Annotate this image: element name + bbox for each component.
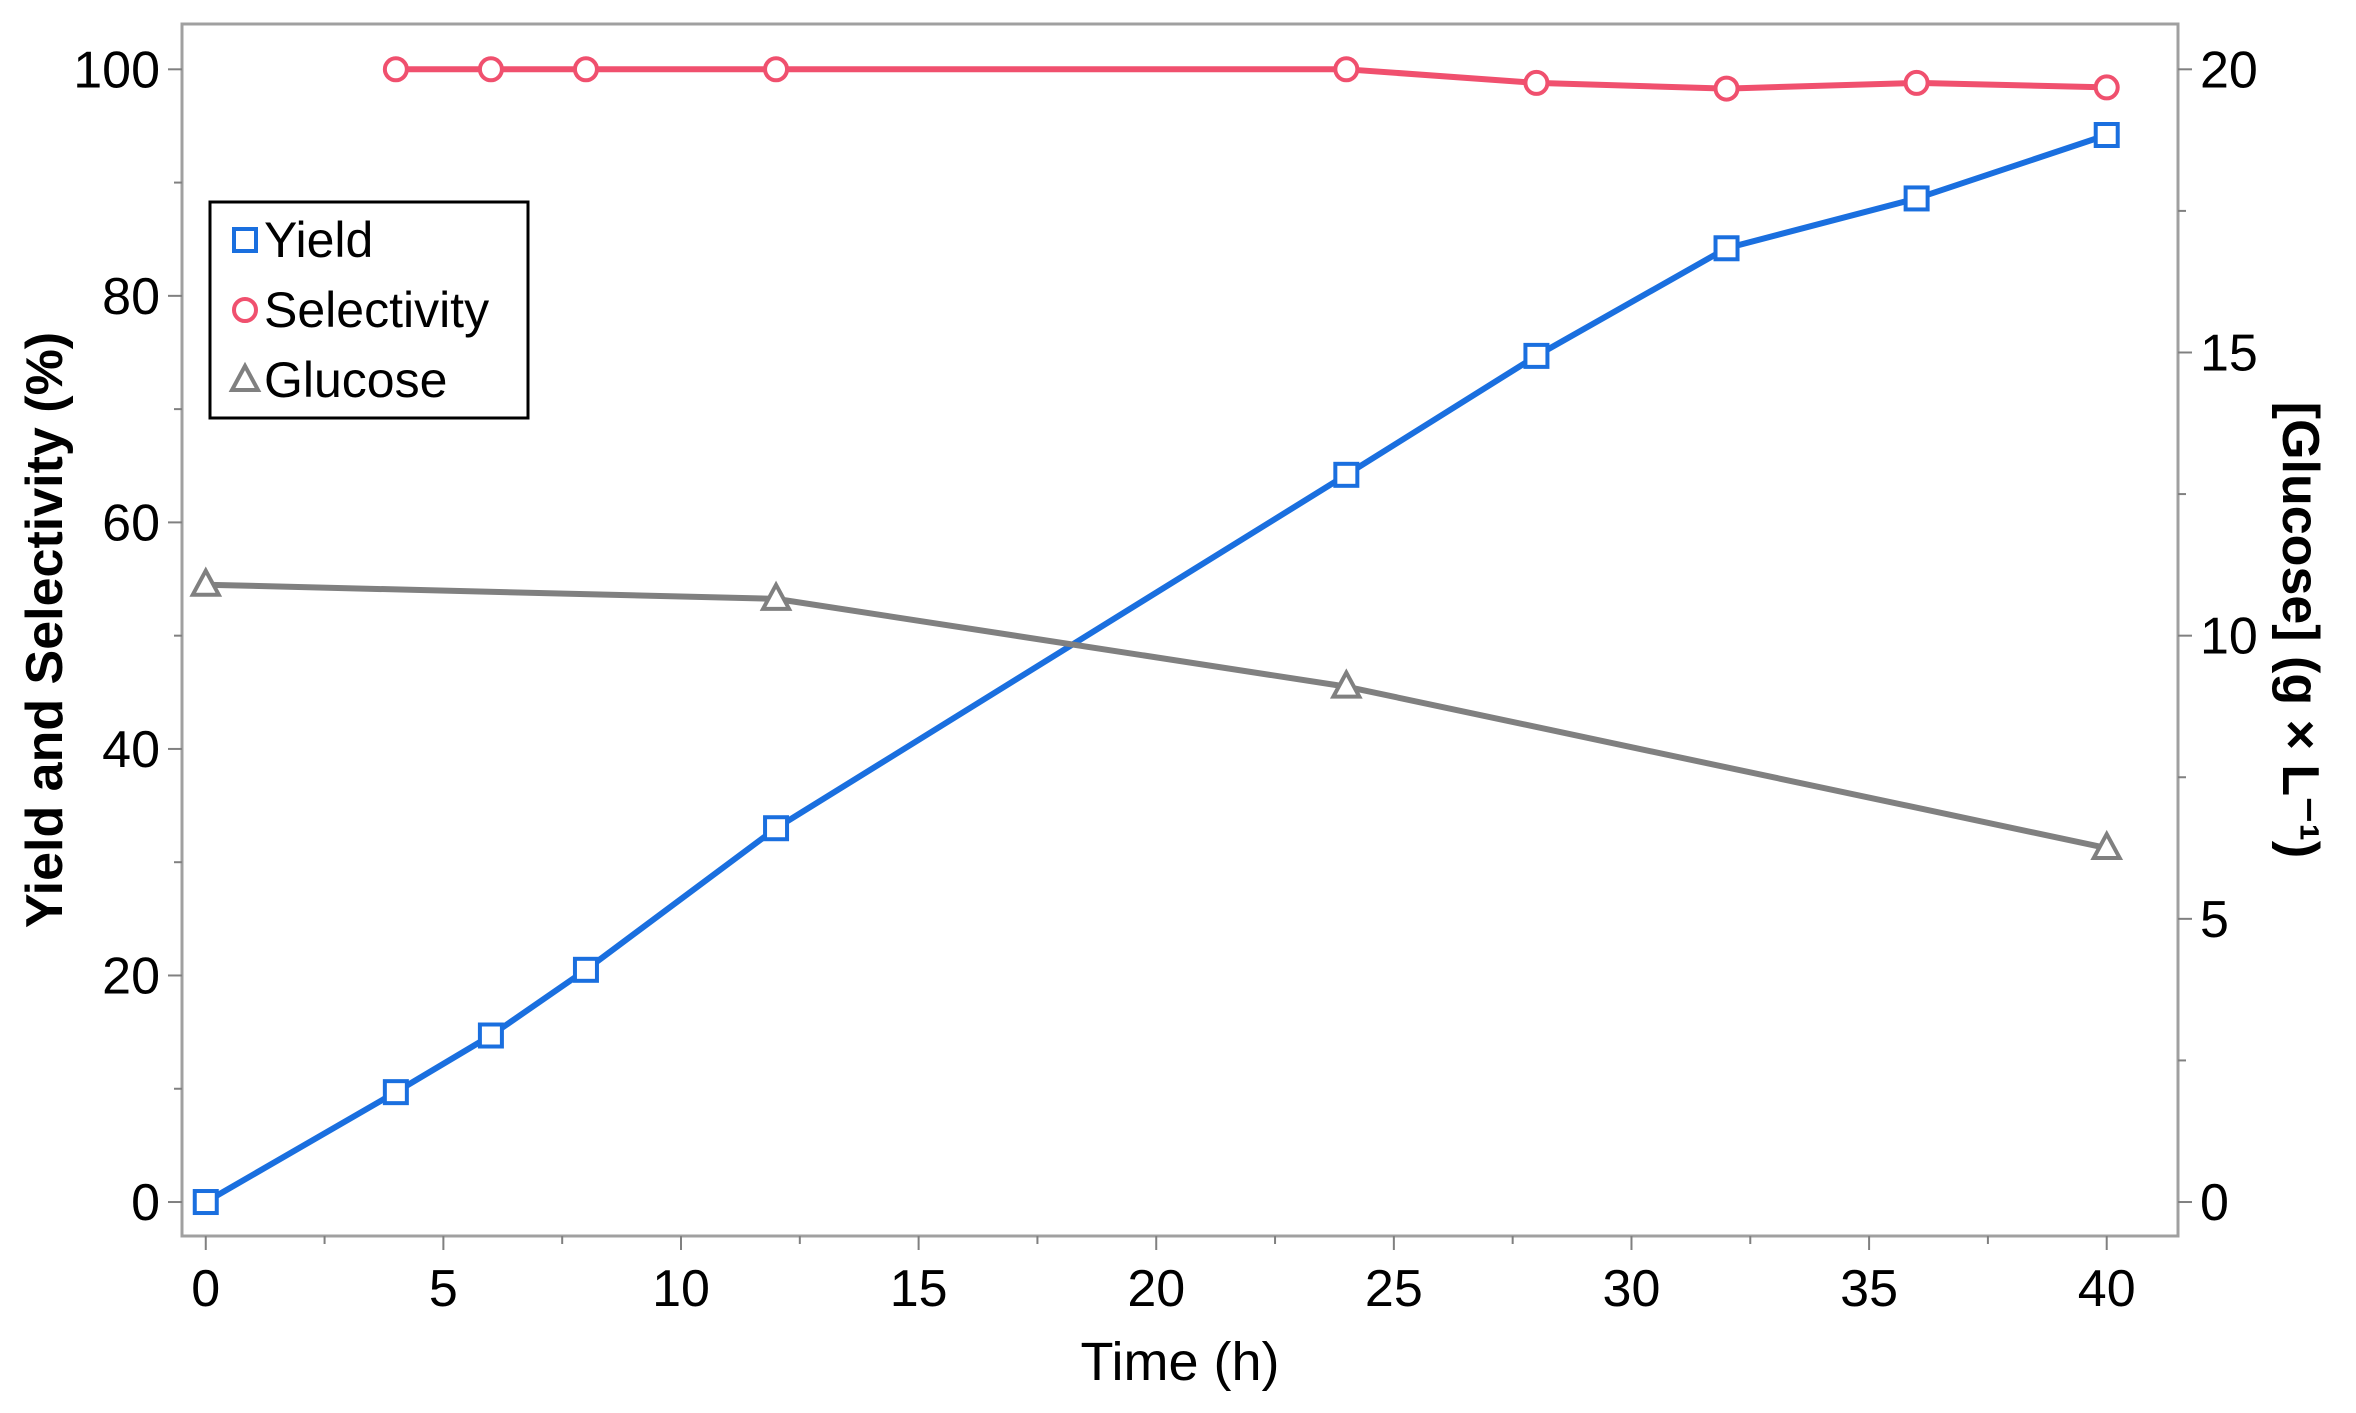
selectivity-point (1523, 69, 1550, 96)
selectivity-point (477, 56, 504, 83)
y-tick-label: 60 (102, 494, 160, 552)
yield-point (1523, 342, 1550, 369)
selectivity-point (763, 56, 790, 83)
y2-tick-label: 0 (2200, 1174, 2229, 1232)
glucose-line (205, 581, 2108, 851)
y2-axis-title: [Glucose] (g × L⁻¹) (2271, 402, 2329, 858)
y-axis-ticks: 0 20 40 60 80 100 (73, 41, 182, 1232)
series-layer (189, 56, 2124, 1216)
y-tick-label: 0 (131, 1174, 160, 1232)
yield-point (192, 1189, 219, 1216)
x-tick-label: 25 (1365, 1260, 1423, 1318)
legend-glucose-marker (228, 361, 262, 392)
selectivity-point (1333, 56, 1360, 83)
x-tick-label: 35 (1840, 1260, 1898, 1318)
x-axis-ticks: 0 5 10 15 20 25 30 35 40 (191, 1236, 2136, 1318)
yield-point (572, 956, 599, 983)
legend: Yield Selectivity Glucose (208, 200, 530, 420)
plot-frame (180, 22, 2180, 1238)
legend-items: Yield Selectivity Glucose (228, 212, 489, 408)
legend-selectivity-marker (232, 297, 258, 323)
selectivity-point (382, 56, 409, 83)
yield-point (382, 1079, 409, 1106)
x-tick-label: 5 (429, 1260, 458, 1318)
yield-point (2093, 122, 2120, 149)
glucose-point (2090, 829, 2124, 861)
legend-box (208, 200, 530, 420)
y-tick-label: 80 (102, 268, 160, 326)
legend-glucose-label: Glucose (264, 352, 447, 408)
yield-point (1333, 461, 1360, 488)
x-tick-label: 0 (191, 1260, 220, 1318)
x-tick-label: 10 (652, 1260, 710, 1318)
legend-selectivity-label: Selectivity (264, 282, 489, 338)
x-axis-title: Time (h) (1081, 1332, 1280, 1392)
yield-point (1713, 235, 1740, 262)
legend-yield-label: Yield (264, 212, 373, 268)
selectivity-point (1903, 69, 1930, 96)
y-tick-label: 20 (102, 947, 160, 1005)
glucose-point (189, 566, 223, 597)
y2-axis-ticks: 0 5 10 15 20 (2178, 41, 2258, 1232)
y-tick-label: 40 (102, 721, 160, 779)
y2-tick-label: 10 (2200, 608, 2258, 666)
y2-tick-label: 5 (2200, 891, 2229, 949)
yield-point (477, 1022, 504, 1049)
selectivity-point (1713, 75, 1740, 102)
x-tick-label: 30 (1603, 1260, 1661, 1318)
selectivity-line (395, 66, 2107, 92)
y2-tick-label: 15 (2200, 324, 2258, 382)
selectivity-point (2093, 74, 2120, 101)
x-tick-label: 20 (1127, 1260, 1185, 1318)
yield-point (1903, 185, 1930, 212)
glucose-point (759, 580, 793, 611)
glucose-point (1329, 668, 1363, 699)
legend-yield-marker (232, 227, 258, 253)
y-tick-label: 100 (73, 41, 160, 99)
yield-point (763, 815, 790, 842)
yield-line (204, 132, 2108, 1205)
x-tick-label: 15 (890, 1260, 948, 1318)
y2-tick-label: 20 (2200, 41, 2258, 99)
y-axis-title: Yield and Selectivity (%) (16, 332, 74, 928)
selectivity-point (572, 56, 599, 83)
x-tick-label: 40 (2078, 1260, 2136, 1318)
